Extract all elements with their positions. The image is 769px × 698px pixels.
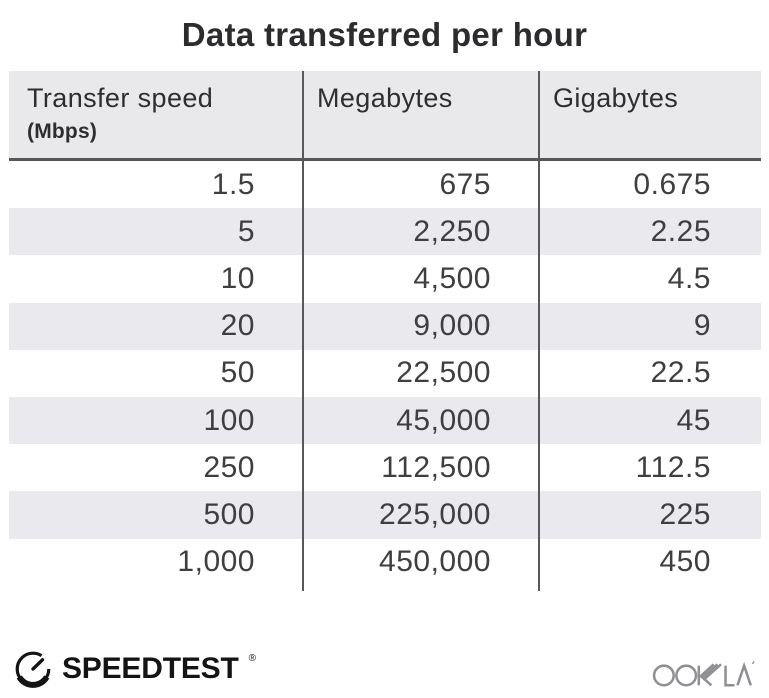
speedometer-gauge-icon — [15, 651, 51, 688]
cell-gigabytes: 450 — [538, 538, 761, 586]
cell-gigabytes: 9 — [538, 302, 761, 350]
cell-gigabytes: 22.5 — [538, 349, 761, 397]
cell-megabytes: 112,500 — [302, 444, 538, 492]
cell-transfer-speed: 1,000 — [177, 545, 255, 579]
cell-transfer-speed: 5 — [237, 214, 255, 248]
table-row: 50 22,500 22.5 — [9, 349, 761, 397]
column-header-transfer-speed-label: Transfer speed — [27, 83, 214, 113]
registered-trademark-symbol: ® — [248, 652, 256, 664]
speedtest-logo: SPEEDTEST ® — [13, 649, 256, 689]
cell-megabytes: 9,000 — [302, 302, 538, 350]
table-body: 1.5 675 0.675 5 2,250 2.25 10 4,500 4.5 20 9,000 9 5… — [9, 161, 761, 586]
ookla-wordmark-icon — [652, 660, 755, 687]
data-table: Transfer speed (Mbps) Megabytes Gigabyte… — [9, 71, 761, 591]
table-row: 500 225,000 225 — [9, 491, 761, 539]
table-header-row: Transfer speed (Mbps) Megabytes Gigabyte… — [9, 71, 761, 161]
cell-megabytes: 225,000 — [302, 491, 538, 539]
cell-megabytes: 4,500 — [302, 255, 538, 303]
cell-transfer-speed: 20 — [220, 309, 255, 343]
cell-gigabytes: 2.25 — [538, 208, 761, 256]
speedtest-wordmark: SPEEDTEST — [62, 652, 239, 685]
cell-transfer-speed: 250 — [203, 450, 255, 484]
table-row: 250 112,500 112.5 — [9, 444, 761, 492]
cell-megabytes: 22,500 — [302, 349, 538, 397]
column-divider-extension — [9, 585, 761, 591]
ookla-logo — [652, 659, 756, 694]
cell-transfer-speed: 100 — [203, 403, 255, 437]
cell-megabytes: 2,250 — [302, 208, 538, 256]
column-header-megabytes: Megabytes — [302, 71, 538, 158]
cell-gigabytes: 4.5 — [538, 255, 761, 303]
table-row: 1.5 675 0.675 — [9, 161, 761, 209]
cell-megabytes: 45,000 — [302, 396, 538, 445]
table-row: 1,000 450,000 450 — [9, 538, 761, 586]
table-row: 100 45,000 45 — [9, 396, 761, 445]
cell-megabytes: 675 — [302, 161, 538, 209]
cell-gigabytes: 45 — [538, 396, 761, 445]
cell-transfer-speed: 1.5 — [211, 167, 255, 201]
column-header-transfer-speed-unit: (Mbps) — [27, 120, 98, 143]
cell-gigabytes: 112.5 — [538, 444, 761, 492]
table-row: 5 2,250 2.25 — [9, 208, 761, 256]
cell-gigabytes: 0.675 — [538, 161, 761, 209]
column-header-gigabytes: Gigabytes — [538, 71, 761, 158]
cell-megabytes: 450,000 — [302, 538, 538, 586]
page-title: Data transferred per hour — [181, 16, 588, 53]
column-header-transfer-speed: Transfer speed (Mbps) — [9, 71, 302, 158]
cell-transfer-speed: 50 — [220, 356, 255, 390]
cell-transfer-speed: 10 — [220, 261, 255, 295]
cell-transfer-speed: 500 — [203, 497, 255, 531]
cell-gigabytes: 225 — [538, 491, 761, 539]
table-row: 10 4,500 4.5 — [9, 255, 761, 303]
table-row: 20 9,000 9 — [9, 302, 761, 350]
